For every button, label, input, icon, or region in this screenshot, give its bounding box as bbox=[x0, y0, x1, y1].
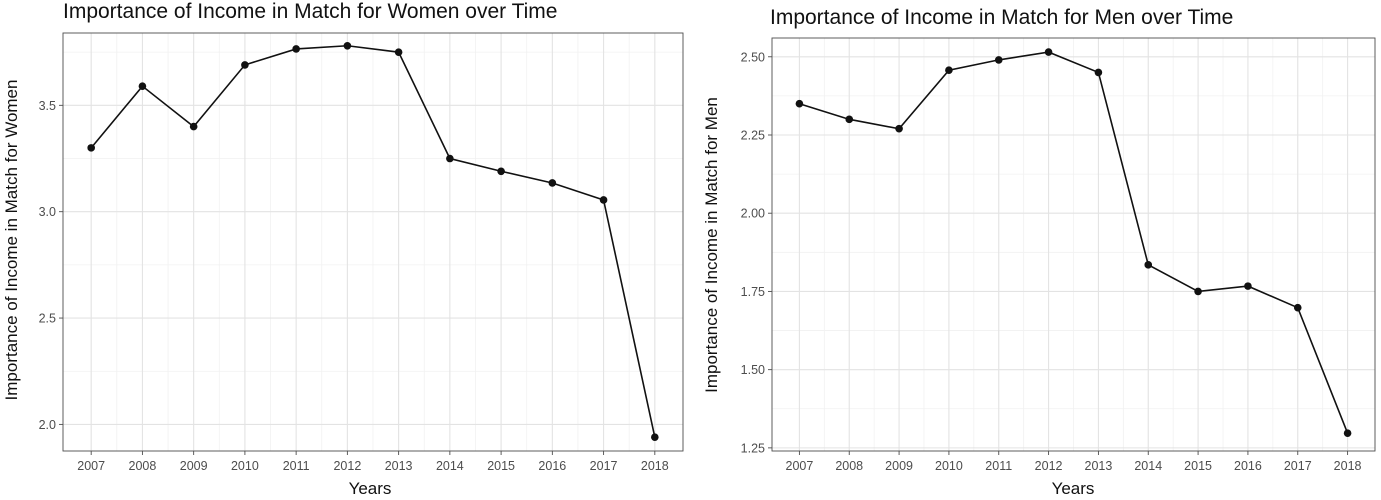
x-axis-title: Years bbox=[1052, 479, 1095, 498]
y-tick-label: 1.25 bbox=[741, 441, 765, 455]
x-tick-label: 2017 bbox=[1284, 459, 1312, 473]
women-chart-svg: Importance of Income in Match for Women … bbox=[2, 0, 684, 498]
y-tick-label: 2.50 bbox=[741, 50, 765, 64]
panel-border bbox=[62, 32, 684, 452]
x-tick-label: 2015 bbox=[1184, 459, 1212, 473]
x-tick-label: 2013 bbox=[1085, 459, 1113, 473]
data-point bbox=[343, 41, 352, 50]
y-tick-label: 1.50 bbox=[741, 363, 765, 377]
data-point bbox=[1343, 429, 1352, 437]
data-point bbox=[795, 99, 804, 108]
x-tick-label: 2014 bbox=[1134, 459, 1162, 473]
x-tick-label: 2010 bbox=[935, 459, 963, 473]
y-tick-label: 3.5 bbox=[39, 99, 56, 113]
chart-title: Importance of Income in Match for Men ov… bbox=[770, 6, 1233, 29]
data-point bbox=[1194, 287, 1202, 296]
y-tick-label: 2.00 bbox=[741, 207, 765, 221]
data-point bbox=[1293, 303, 1302, 312]
data-point bbox=[189, 122, 198, 131]
men-chart-svg: Importance of Income in Match for Men ov… bbox=[702, 6, 1376, 498]
x-tick-label: 2012 bbox=[1035, 459, 1063, 473]
y-axis-title: Importance of Income in Match for Men bbox=[702, 97, 721, 393]
data-point bbox=[994, 56, 1003, 64]
x-tick-label: 2014 bbox=[436, 459, 464, 473]
x-tick-label: 2010 bbox=[231, 459, 259, 473]
x-tick-label: 2018 bbox=[1334, 459, 1362, 473]
data-point bbox=[945, 66, 953, 75]
plot-area: 2007 2008 2009 2010 2011 2012 2013 2014 2015 2016… bbox=[741, 37, 1376, 473]
y-tick-label: 3.0 bbox=[39, 205, 56, 219]
x-tick-label: 2011 bbox=[985, 459, 1012, 473]
x-tick-label: 2008 bbox=[835, 459, 863, 473]
y-axis-title: Importance of Income in Match for Women bbox=[2, 80, 21, 401]
data-point bbox=[1044, 48, 1053, 56]
y-tick-label: 2.5 bbox=[39, 312, 56, 326]
series-line bbox=[90, 44, 656, 438]
women-income-chart: Importance of Income in Match for Women … bbox=[0, 0, 690, 500]
data-point bbox=[87, 144, 95, 152]
x-tick-label: 2009 bbox=[885, 459, 913, 473]
plot-area: 2007 2008 2009 2010 2011 2012 2013 2014 2015 2016… bbox=[39, 32, 684, 473]
data-point bbox=[1144, 261, 1153, 269]
x-tick-label: 2011 bbox=[283, 459, 310, 473]
data-point bbox=[241, 61, 249, 69]
x-tick-label: 2016 bbox=[538, 459, 566, 473]
data-point bbox=[845, 115, 854, 124]
x-tick-label: 2016 bbox=[1234, 459, 1262, 473]
men-income-chart: Importance of Income in Match for Men ov… bbox=[695, 0, 1381, 500]
x-axis-title: Years bbox=[349, 479, 392, 498]
data-point bbox=[497, 167, 505, 176]
x-tick-label: 2007 bbox=[786, 459, 814, 473]
data-point bbox=[651, 433, 659, 441]
panel-border bbox=[771, 37, 1376, 452]
data-point bbox=[446, 154, 454, 163]
x-tick-label: 2012 bbox=[333, 459, 361, 473]
y-tick-label: 2.25 bbox=[741, 128, 765, 142]
x-tick-label: 2009 bbox=[180, 459, 208, 473]
y-tick-label: 2.0 bbox=[39, 418, 56, 432]
data-point bbox=[548, 179, 557, 187]
y-tick-label: 1.75 bbox=[741, 285, 765, 299]
data-point bbox=[138, 82, 147, 90]
x-tick-label: 2015 bbox=[487, 459, 515, 473]
data-point bbox=[292, 45, 300, 53]
x-tick-label: 2013 bbox=[385, 459, 413, 473]
data-point bbox=[1244, 282, 1252, 290]
x-tick-label: 2008 bbox=[129, 459, 157, 473]
data-point bbox=[1094, 68, 1103, 77]
data-point bbox=[599, 196, 608, 204]
data-point bbox=[895, 124, 903, 133]
chart-title: Importance of Income in Match for Women … bbox=[63, 0, 557, 23]
series-line bbox=[799, 51, 1349, 434]
x-tick-label: 2017 bbox=[590, 459, 618, 473]
x-tick-label: 2018 bbox=[641, 459, 669, 473]
data-point bbox=[394, 48, 403, 56]
x-tick-label: 2007 bbox=[77, 459, 105, 473]
